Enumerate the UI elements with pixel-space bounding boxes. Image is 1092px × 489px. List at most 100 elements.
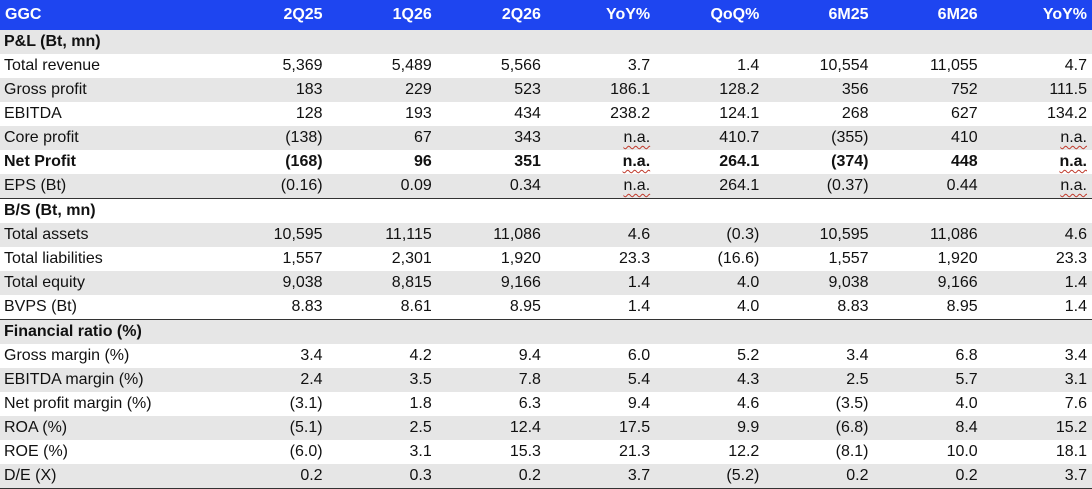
cell-value: (0.16) (218, 174, 328, 199)
cell-value: 11,086 (436, 223, 546, 247)
cell-value: 4.6 (982, 223, 1092, 247)
cell-value: 9.4 (627, 395, 651, 412)
table-row: Net Profit (168) 96 351 n.a. 264.1 (374) 448 n.a… (0, 150, 1092, 174)
cell-value: 4.6 (737, 395, 760, 412)
cell-value: 67 (327, 126, 437, 150)
cell-value: 6.3 (518, 395, 541, 412)
row-label: ROE (%) (4, 443, 68, 460)
cell-value: 627 (951, 105, 978, 122)
cell-value: 9.9 (655, 416, 765, 440)
cell-value: 5.7 (873, 368, 983, 392)
row-label: Net profit margin (%) (4, 395, 152, 412)
cell-value: 3.5 (327, 368, 437, 392)
header-period: 2Q25 (218, 0, 328, 30)
cell-value: 12.2 (728, 443, 760, 460)
cell-value: 9,038 (218, 271, 328, 295)
cell-value: 1.4 (627, 298, 651, 315)
section-header-row: P&L (Bt, mn) (0, 30, 1092, 54)
table-row: Total assets 10,595 11,115 11,086 4.6 (0.3) 10… (0, 223, 1092, 247)
table-body: P&L (Bt, mn) Total revenue 5,369 5,489 5,566… (0, 30, 1092, 489)
cell-value: 264.1 (655, 174, 765, 199)
cell-value: 238.2 (610, 105, 651, 122)
header-period: 2Q26 (436, 0, 546, 30)
section-header-row: B/S (Bt, mn) (0, 198, 1092, 223)
row-label: ROA (%) (0, 416, 219, 440)
cell-value: 523 (436, 78, 546, 102)
cell-value: 5,489 (391, 57, 432, 74)
cell-value: 134.2 (1046, 105, 1087, 122)
cell-value: (5.2) (655, 464, 765, 489)
cell-value: 17.5 (545, 416, 656, 440)
section-header-row: Financial ratio (%) (0, 319, 1092, 344)
header-period: YoY% (545, 0, 656, 30)
cell-value: 23.3 (1055, 250, 1087, 267)
cell-value: 5,369 (282, 57, 323, 74)
cell-value: 4.6 (545, 223, 656, 247)
cell-value: 1.8 (409, 395, 432, 412)
cell-value: (168) (285, 153, 323, 170)
cell-value: (6.8) (764, 416, 874, 440)
cell-value: 8.83 (837, 298, 869, 315)
cell-value: 8.4 (873, 416, 983, 440)
cell-value: (374) (831, 153, 869, 170)
cell-value: 0.2 (218, 464, 328, 489)
cell-value: 15.2 (982, 416, 1092, 440)
cell-value: 752 (873, 78, 983, 102)
row-label: Net Profit (4, 153, 76, 170)
cell-value: 9.4 (518, 347, 541, 364)
cell-value: 3.1 (409, 443, 432, 460)
cell-value: n.a. (545, 126, 656, 150)
cell-value: 3.4 (300, 347, 323, 364)
row-label: Total liabilities (4, 250, 103, 267)
section-title: B/S (Bt, mn) (0, 198, 1092, 223)
table-row: BVPS (Bt) 8.83 8.61 8.95 1.4 4.0 8.83 8.95 1.4 (0, 295, 1092, 320)
cell-value: 15.3 (509, 443, 541, 460)
cell-value: 9,166 (873, 271, 983, 295)
cell-value: 410 (873, 126, 983, 150)
cell-value: (6.0) (289, 443, 323, 460)
section-title: Financial ratio (%) (0, 319, 1092, 344)
cell-value: 0.3 (327, 464, 437, 489)
cell-value: 18.1 (1055, 443, 1087, 460)
cell-value: 0.2 (436, 464, 546, 489)
cell-value: 8.61 (400, 298, 432, 315)
row-label: EPS (Bt) (0, 174, 219, 199)
table-row: Total revenue 5,369 5,489 5,566 3.7 1.4 10,554… (0, 54, 1092, 78)
cell-value: 111.5 (982, 78, 1092, 102)
table-row: D/E (X) 0.2 0.3 0.2 3.7 (5.2) 0.2 0.2 3.7 (0, 464, 1092, 489)
row-label: EBITDA (4, 105, 62, 122)
table-row: Net profit margin (%) (3.1) 1.8 6.3 9.4 4.6 (3… (0, 392, 1092, 416)
cell-value: 3.1 (982, 368, 1092, 392)
cell-value: 8.95 (509, 298, 541, 315)
cell-value: 1,920 (937, 250, 978, 267)
cell-value: 3.7 (545, 464, 656, 489)
cell-value: n.a. (622, 153, 651, 170)
cell-value: (8.1) (835, 443, 869, 460)
cell-value: 3.4 (846, 347, 869, 364)
cell-value: 8,815 (327, 271, 437, 295)
cell-value: 3.7 (627, 57, 651, 74)
table-row: Total liabilities 1,557 2,301 1,920 23.3 (16.… (0, 247, 1092, 271)
cell-value: 229 (327, 78, 437, 102)
table-row: Core profit (138) 67 343 n.a. 410.7 (355) 410 n.… (0, 126, 1092, 150)
cell-value: 4.0 (955, 395, 978, 412)
cell-value: 6.0 (627, 347, 651, 364)
cell-value: 12.4 (436, 416, 546, 440)
cell-value: 1,557 (282, 250, 323, 267)
row-label: Gross margin (%) (4, 347, 130, 364)
cell-value: 7.6 (1064, 395, 1087, 412)
cell-value: n.a. (1059, 153, 1087, 170)
cell-value: (138) (218, 126, 328, 150)
cell-value: (355) (764, 126, 874, 150)
cell-value: 9,038 (764, 271, 874, 295)
cell-value: 11,055 (929, 57, 978, 74)
table-row: EBITDA margin (%) 2.4 3.5 7.8 5.4 4.3 2.5 5.7 3.… (0, 368, 1092, 392)
row-label: Total equity (0, 271, 219, 295)
cell-value: 264.1 (719, 153, 760, 170)
row-label: EBITDA margin (%) (0, 368, 219, 392)
cell-value: 2,301 (391, 250, 432, 267)
table-row: ROE (%) (6.0) 3.1 15.3 21.3 12.2 (8.1) 10.0 18.1 (0, 440, 1092, 464)
cell-value: n.a. (982, 126, 1092, 150)
cell-value: 0.09 (327, 174, 437, 199)
cell-value: 4.0 (737, 298, 760, 315)
